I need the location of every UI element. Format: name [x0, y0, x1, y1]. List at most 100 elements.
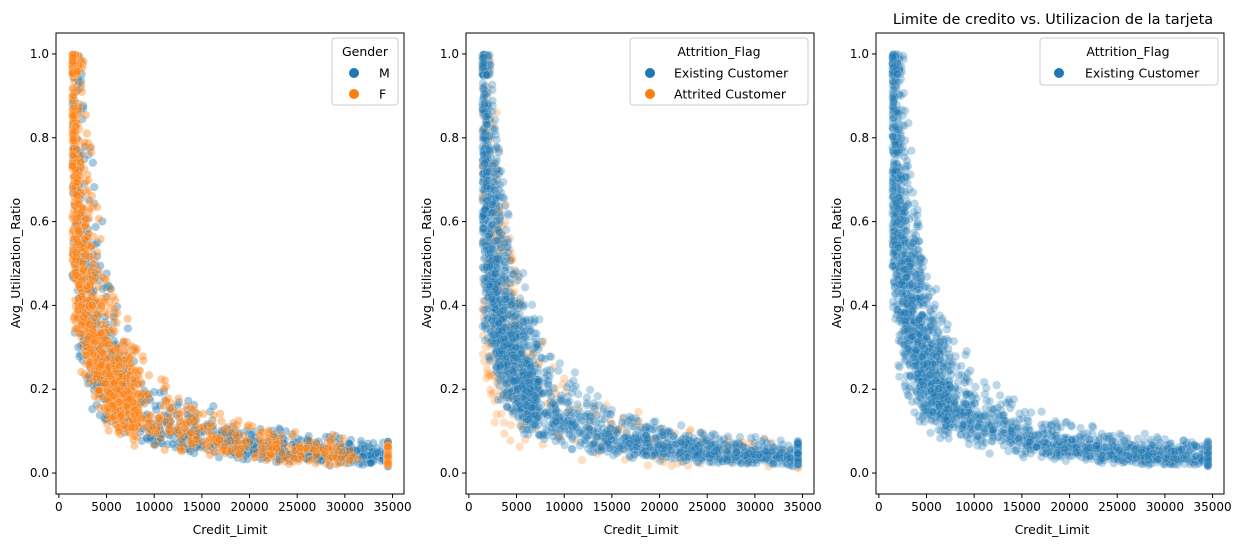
scatter-point	[383, 453, 393, 463]
scatter-point	[383, 456, 393, 466]
scatter-point	[120, 401, 130, 411]
scatter-point	[288, 429, 298, 439]
scatter-point	[119, 380, 129, 390]
scatter-point	[513, 413, 523, 423]
scatter-point	[481, 157, 491, 167]
scatter-point	[113, 369, 123, 379]
scatter-point	[68, 119, 78, 129]
scatter-point	[76, 240, 86, 250]
scatter-point	[367, 456, 377, 466]
scatter-point	[129, 356, 139, 366]
scatter-point	[375, 447, 385, 457]
scatter-point	[88, 270, 98, 280]
scatter-point	[191, 434, 201, 444]
scatter-point	[363, 453, 373, 463]
scatter-point	[80, 142, 90, 152]
legend-label-f: F	[379, 87, 386, 102]
legend[interactable]: Gender M F	[331, 37, 399, 106]
scatter-point	[246, 435, 256, 445]
scatter-point	[68, 161, 78, 171]
scatter-point	[518, 424, 528, 434]
scatter-point	[75, 194, 85, 204]
scatter-point	[383, 455, 393, 465]
scatter-point	[77, 320, 87, 330]
series-f	[68, 50, 393, 470]
scatter-point	[481, 135, 491, 145]
scatter-point	[82, 307, 92, 317]
scatter-point	[515, 442, 525, 452]
scatter-point	[125, 421, 135, 431]
scatter-point	[99, 334, 109, 344]
scatter-point	[74, 104, 84, 114]
x-axis-label: Credit_Limit	[193, 522, 268, 537]
scatter-point	[189, 430, 199, 440]
scatter-point	[121, 400, 131, 410]
scatter-point	[154, 432, 164, 442]
scatter-point	[266, 451, 276, 461]
scatter-point	[174, 442, 184, 452]
scatter-point	[249, 443, 259, 453]
scatter-point	[276, 448, 286, 458]
scatter-point	[490, 417, 500, 427]
scatter-point	[126, 416, 136, 426]
scatter-point	[523, 415, 533, 425]
scatter-point	[73, 272, 83, 282]
scatter-point	[68, 161, 78, 171]
scatter-point	[280, 435, 290, 445]
scatter-point	[95, 365, 105, 375]
scatter-point	[175, 417, 185, 427]
scatter-point	[171, 442, 181, 452]
scatter-point	[111, 342, 121, 352]
scatter-point	[383, 453, 393, 463]
scatter-point	[478, 227, 488, 237]
scatter-point	[251, 437, 261, 447]
scatter-point	[73, 225, 83, 235]
scatter-point	[155, 425, 165, 435]
scatter-point	[378, 449, 388, 459]
scatter-point	[123, 397, 133, 407]
scatter-points	[68, 50, 393, 471]
scatter-point	[360, 449, 370, 459]
scatter-point	[92, 380, 102, 390]
scatter-point	[302, 454, 312, 464]
scatter-point	[78, 270, 88, 280]
scatter-point	[209, 410, 219, 420]
scatter-point	[383, 452, 393, 462]
scatter-point	[383, 455, 393, 465]
scatter-point	[268, 448, 278, 458]
x-tick-label: 5000	[91, 500, 122, 514]
scatter-point	[250, 449, 260, 459]
scatter-point	[548, 431, 558, 441]
scatter-point	[172, 410, 182, 420]
scatter-point	[92, 251, 102, 261]
scatter-point	[676, 447, 686, 457]
scatter-point	[189, 415, 199, 425]
scatter-point	[304, 442, 314, 452]
scatter-point	[123, 402, 133, 412]
scatter-point	[338, 442, 348, 452]
scatter-point	[76, 226, 86, 236]
scatter-point	[119, 396, 129, 406]
scatter-point	[183, 418, 193, 428]
scatter-point	[338, 452, 348, 462]
scatter-point	[169, 434, 179, 444]
scatter-point	[313, 444, 323, 454]
scatter-point	[71, 270, 81, 280]
scatter-point	[586, 440, 596, 450]
scatter-point	[82, 284, 92, 294]
scatter-panel-attrition: 0 5000 10000 15000 20000 25000 30000 35000 0.00…	[419, 32, 822, 537]
scatter-point	[304, 431, 314, 441]
scatter-point	[349, 452, 359, 462]
scatter-point	[383, 447, 393, 457]
scatter-point	[504, 393, 514, 403]
scatter-point	[84, 360, 94, 370]
scatter-point	[289, 437, 299, 447]
scatter-point	[94, 343, 104, 353]
scatter-point	[383, 447, 393, 457]
scatter-point	[485, 353, 495, 363]
scatter-point	[87, 191, 97, 201]
scatter-point	[381, 456, 391, 466]
scatter-point	[104, 373, 114, 383]
scatter-point	[274, 431, 284, 441]
scatter-point	[346, 435, 356, 445]
